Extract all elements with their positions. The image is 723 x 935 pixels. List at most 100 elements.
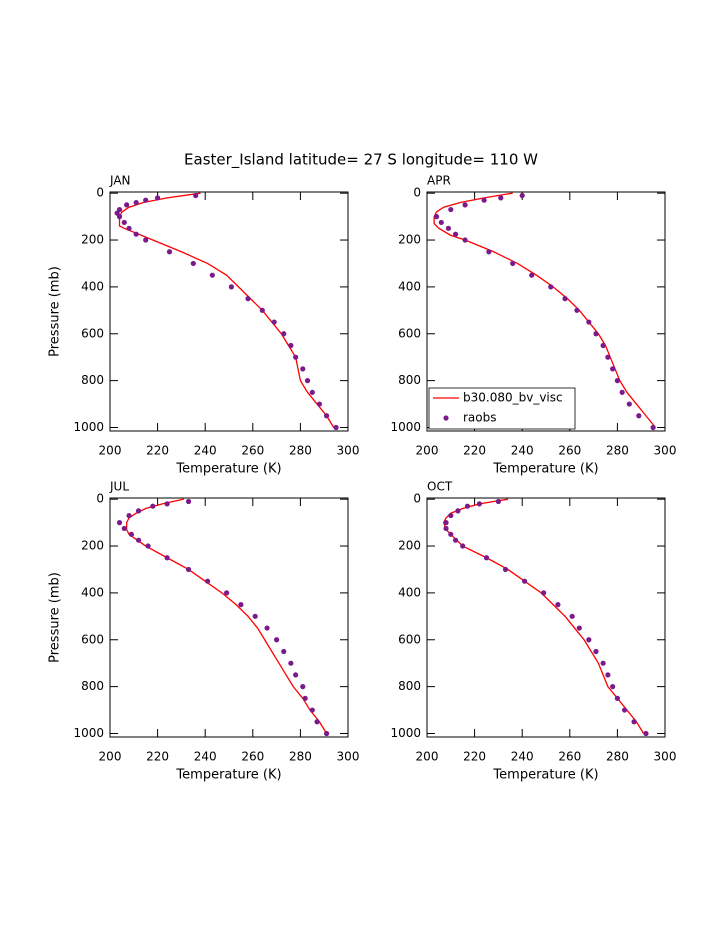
obs-dot bbox=[293, 672, 299, 678]
obs-dot bbox=[304, 378, 311, 384]
y-tick-label: 200 bbox=[81, 539, 104, 553]
panel-title: APR bbox=[427, 174, 451, 188]
obs-dot bbox=[448, 531, 454, 537]
y-tick-label: 400 bbox=[81, 279, 104, 293]
x-tick-label: 220 bbox=[463, 750, 486, 764]
obs-dot bbox=[576, 625, 582, 631]
obs-dot bbox=[300, 366, 306, 372]
legend-label: b30.080_bv_visc bbox=[463, 391, 563, 405]
obs-dot bbox=[586, 319, 592, 325]
y-tick-label: 200 bbox=[398, 539, 421, 553]
obs-dot bbox=[124, 202, 130, 208]
obs-dot bbox=[483, 555, 490, 561]
obs-dot bbox=[521, 578, 528, 584]
x-tick-label: 280 bbox=[289, 444, 312, 458]
profile-line bbox=[126, 498, 328, 734]
x-tick-label: 300 bbox=[337, 444, 360, 458]
obs-dot bbox=[621, 707, 628, 713]
y-tick-label: 0 bbox=[96, 492, 104, 506]
y-tick-label: 0 bbox=[413, 186, 421, 200]
obs-dot bbox=[445, 225, 452, 231]
obs-dot bbox=[293, 354, 299, 360]
obs-dot bbox=[614, 378, 621, 384]
obs-dot bbox=[593, 648, 599, 655]
y-axis-label: Pressure (mb) bbox=[48, 572, 63, 663]
y-tick-label: 200 bbox=[81, 233, 104, 247]
obs-dot bbox=[452, 537, 459, 543]
y-tick-label: 600 bbox=[398, 632, 421, 646]
obs-dot bbox=[510, 260, 516, 267]
obs-dot bbox=[614, 695, 621, 701]
obs-dot bbox=[333, 424, 339, 431]
obs-dot bbox=[462, 237, 468, 243]
y-tick-label: 600 bbox=[81, 326, 104, 340]
obs-dot bbox=[455, 508, 461, 514]
obs-dot bbox=[121, 219, 127, 226]
profile-line bbox=[442, 498, 645, 734]
x-axis-label: Temperature (K) bbox=[492, 768, 598, 783]
y-tick-label: 400 bbox=[398, 585, 421, 599]
obs-dot bbox=[145, 543, 151, 549]
obs-dot bbox=[133, 199, 139, 206]
obs-dot bbox=[448, 206, 454, 213]
obs-dot bbox=[555, 602, 561, 608]
plot-frame bbox=[426, 497, 666, 738]
obs-dot bbox=[433, 214, 440, 220]
obs-dot bbox=[529, 272, 535, 278]
obs-dot bbox=[121, 525, 127, 532]
plot-frame bbox=[109, 191, 349, 432]
obs-dot bbox=[116, 520, 123, 526]
y-tick-label: 1000 bbox=[390, 420, 421, 434]
obs-dot bbox=[586, 637, 592, 643]
panel-title: OCT bbox=[427, 480, 453, 494]
x-axis-label: Temperature (K) bbox=[492, 462, 598, 477]
obs-dot bbox=[541, 590, 547, 596]
x-tick-label: 300 bbox=[654, 444, 677, 458]
obs-dot bbox=[288, 660, 294, 666]
x-tick-label: 240 bbox=[511, 750, 534, 764]
obs-dot bbox=[252, 613, 258, 619]
x-tick-label: 300 bbox=[337, 750, 360, 764]
obs-dot bbox=[309, 389, 315, 395]
obs-dot bbox=[209, 272, 215, 278]
obs-dot bbox=[486, 249, 492, 255]
obs-dot bbox=[462, 202, 468, 208]
obs-dot bbox=[438, 219, 444, 226]
obs-dot bbox=[460, 543, 466, 549]
obs-dot bbox=[636, 413, 642, 419]
obs-dot bbox=[610, 366, 616, 372]
y-axis-label: Pressure (mb) bbox=[48, 266, 63, 357]
obs-dot bbox=[495, 498, 501, 505]
x-axis-label: Temperature (K) bbox=[175, 462, 281, 477]
obs-dot bbox=[224, 590, 230, 596]
obs-dot bbox=[314, 719, 320, 725]
x-tick-label: 220 bbox=[146, 750, 169, 764]
obs-dot bbox=[190, 260, 196, 267]
obs-dot bbox=[204, 578, 211, 584]
obs-dot bbox=[323, 413, 330, 419]
obs-dot bbox=[498, 195, 504, 201]
obs-dot bbox=[116, 214, 123, 220]
obs-dot bbox=[464, 503, 471, 509]
obs-dot bbox=[323, 730, 330, 737]
obs-dot bbox=[185, 498, 192, 505]
profile-line bbox=[118, 192, 335, 428]
obs-dot bbox=[548, 284, 554, 290]
obs-dot bbox=[300, 684, 306, 690]
obs-dot bbox=[610, 684, 616, 690]
x-tick-label: 200 bbox=[416, 750, 439, 764]
x-axis-label: Temperature (K) bbox=[175, 768, 281, 783]
x-tick-label: 220 bbox=[146, 444, 169, 458]
obs-dot bbox=[316, 401, 323, 407]
obs-dot bbox=[593, 331, 599, 337]
obs-dot bbox=[502, 566, 509, 573]
obs-dot bbox=[164, 555, 170, 561]
obs-dot bbox=[150, 503, 156, 509]
x-tick-label: 240 bbox=[511, 444, 534, 458]
x-tick-label: 300 bbox=[654, 750, 677, 764]
panel-title: JUL bbox=[109, 480, 129, 494]
obs-dot bbox=[143, 197, 149, 203]
obs-dot bbox=[128, 531, 135, 537]
main-title: Easter_Island latitude= 27 S longitude= … bbox=[184, 151, 538, 170]
